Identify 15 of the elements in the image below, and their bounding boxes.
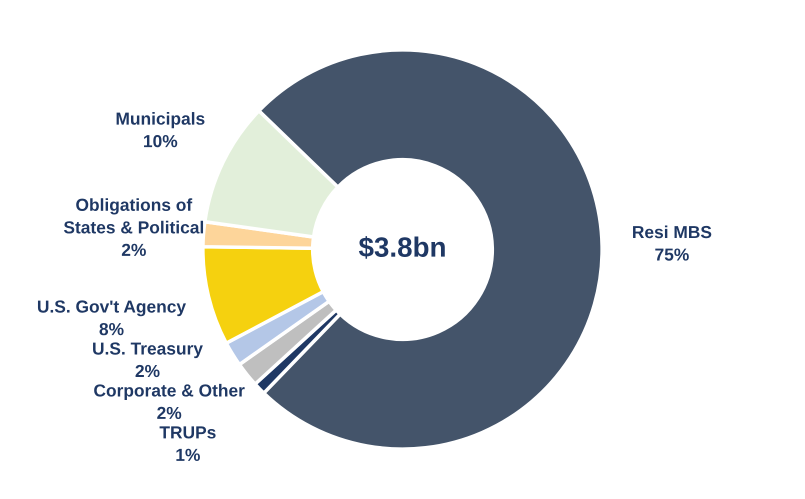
- data-label: 2%: [157, 406, 182, 420]
- data-label: 2%: [122, 244, 146, 256]
- slice-label: U.S. Treasury: [93, 342, 203, 358]
- slice-label: U.S. Gov't Agency: [38, 300, 186, 316]
- slice-label: Municipals: [116, 112, 204, 128]
- slice-label: Resi MBS: [633, 225, 712, 238]
- text: $3.8bn: [358, 236, 445, 259]
- slice-label: TRUPs: [160, 426, 216, 439]
- slice-label: Obligations of States & Political: [64, 198, 204, 234]
- data-label: 8%: [100, 322, 124, 336]
- slice-label: Corporate & Other: [94, 384, 245, 400]
- data-label: 75%: [655, 248, 689, 261]
- data-label: 10%: [144, 134, 178, 148]
- data-label: 1%: [176, 448, 200, 461]
- data-label: 2%: [136, 364, 160, 378]
